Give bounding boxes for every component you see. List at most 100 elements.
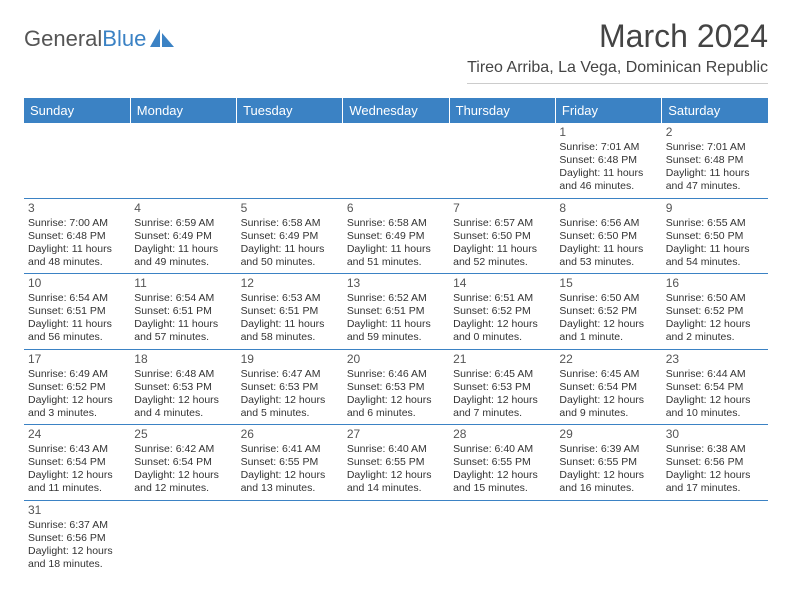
day-number: 14 [453, 276, 551, 291]
day-number: 29 [559, 427, 657, 442]
calendar-cell: 18Sunrise: 6:48 AMSunset: 6:53 PMDayligh… [130, 349, 236, 425]
sunset-line: Sunset: 6:49 PM [134, 230, 232, 243]
day-number: 27 [347, 427, 445, 442]
sunrise-line: Sunrise: 6:52 AM [347, 292, 445, 305]
daylight-line: Daylight: 12 hours and 4 minutes. [134, 394, 232, 420]
sunset-line: Sunset: 6:49 PM [347, 230, 445, 243]
sunrise-line: Sunrise: 7:01 AM [666, 141, 764, 154]
calendar-week-row: 31Sunrise: 6:37 AMSunset: 6:56 PMDayligh… [24, 500, 768, 575]
day-header: Friday [555, 98, 661, 123]
sunset-line: Sunset: 6:55 PM [347, 456, 445, 469]
day-number: 26 [241, 427, 339, 442]
day-header: Thursday [449, 98, 555, 123]
daylight-line: Daylight: 12 hours and 18 minutes. [28, 545, 126, 571]
day-number: 25 [134, 427, 232, 442]
calendar-cell: 23Sunrise: 6:44 AMSunset: 6:54 PMDayligh… [662, 349, 768, 425]
calendar-week-row: 24Sunrise: 6:43 AMSunset: 6:54 PMDayligh… [24, 425, 768, 501]
sunset-line: Sunset: 6:55 PM [241, 456, 339, 469]
day-number: 12 [241, 276, 339, 291]
day-number: 21 [453, 352, 551, 367]
sunset-line: Sunset: 6:51 PM [241, 305, 339, 318]
title-block: March 2024 Tireo Arriba, La Vega, Domini… [467, 18, 768, 84]
sunrise-line: Sunrise: 6:55 AM [666, 217, 764, 230]
calendar-cell [237, 123, 343, 198]
sunset-line: Sunset: 6:53 PM [134, 381, 232, 394]
month-title: March 2024 [467, 18, 768, 55]
daylight-line: Daylight: 11 hours and 48 minutes. [28, 243, 126, 269]
calendar-week-row: 3Sunrise: 7:00 AMSunset: 6:48 PMDaylight… [24, 198, 768, 274]
daylight-line: Daylight: 12 hours and 12 minutes. [134, 469, 232, 495]
daylight-line: Daylight: 11 hours and 59 minutes. [347, 318, 445, 344]
day-header-row: Sunday Monday Tuesday Wednesday Thursday… [24, 98, 768, 123]
calendar-cell: 29Sunrise: 6:39 AMSunset: 6:55 PMDayligh… [555, 425, 661, 501]
sunrise-line: Sunrise: 6:37 AM [28, 519, 126, 532]
calendar-cell: 17Sunrise: 6:49 AMSunset: 6:52 PMDayligh… [24, 349, 130, 425]
sunset-line: Sunset: 6:52 PM [453, 305, 551, 318]
sunrise-line: Sunrise: 6:50 AM [559, 292, 657, 305]
calendar-cell [237, 500, 343, 575]
day-header: Saturday [662, 98, 768, 123]
sunrise-line: Sunrise: 6:46 AM [347, 368, 445, 381]
daylight-line: Daylight: 11 hours and 58 minutes. [241, 318, 339, 344]
calendar-week-row: 10Sunrise: 6:54 AMSunset: 6:51 PMDayligh… [24, 274, 768, 350]
daylight-line: Daylight: 12 hours and 6 minutes. [347, 394, 445, 420]
calendar-cell: 5Sunrise: 6:58 AMSunset: 6:49 PMDaylight… [237, 198, 343, 274]
day-number: 19 [241, 352, 339, 367]
day-number: 30 [666, 427, 764, 442]
calendar-table: Sunday Monday Tuesday Wednesday Thursday… [24, 98, 768, 575]
sunset-line: Sunset: 6:48 PM [559, 154, 657, 167]
daylight-line: Daylight: 12 hours and 9 minutes. [559, 394, 657, 420]
calendar-cell: 8Sunrise: 6:56 AMSunset: 6:50 PMDaylight… [555, 198, 661, 274]
logo-text-2: Blue [102, 26, 146, 52]
sunrise-line: Sunrise: 6:48 AM [134, 368, 232, 381]
sunset-line: Sunset: 6:51 PM [134, 305, 232, 318]
sunrise-line: Sunrise: 6:57 AM [453, 217, 551, 230]
day-number: 23 [666, 352, 764, 367]
day-number: 22 [559, 352, 657, 367]
sunset-line: Sunset: 6:54 PM [134, 456, 232, 469]
sunset-line: Sunset: 6:51 PM [28, 305, 126, 318]
sunset-line: Sunset: 6:50 PM [666, 230, 764, 243]
sunset-line: Sunset: 6:50 PM [453, 230, 551, 243]
daylight-line: Daylight: 11 hours and 47 minutes. [666, 167, 764, 193]
calendar-cell [555, 500, 661, 575]
sunrise-line: Sunrise: 6:58 AM [241, 217, 339, 230]
calendar-cell: 15Sunrise: 6:50 AMSunset: 6:52 PMDayligh… [555, 274, 661, 350]
sunrise-line: Sunrise: 6:45 AM [453, 368, 551, 381]
day-header: Monday [130, 98, 236, 123]
sunrise-line: Sunrise: 6:39 AM [559, 443, 657, 456]
sunrise-line: Sunrise: 7:00 AM [28, 217, 126, 230]
sunset-line: Sunset: 6:52 PM [28, 381, 126, 394]
sunset-line: Sunset: 6:52 PM [666, 305, 764, 318]
daylight-line: Daylight: 12 hours and 17 minutes. [666, 469, 764, 495]
day-number: 6 [347, 201, 445, 216]
daylight-line: Daylight: 12 hours and 2 minutes. [666, 318, 764, 344]
calendar-cell: 7Sunrise: 6:57 AMSunset: 6:50 PMDaylight… [449, 198, 555, 274]
calendar-cell: 12Sunrise: 6:53 AMSunset: 6:51 PMDayligh… [237, 274, 343, 350]
calendar-cell: 30Sunrise: 6:38 AMSunset: 6:56 PMDayligh… [662, 425, 768, 501]
sunrise-line: Sunrise: 6:47 AM [241, 368, 339, 381]
calendar-cell: 19Sunrise: 6:47 AMSunset: 6:53 PMDayligh… [237, 349, 343, 425]
sunrise-line: Sunrise: 6:45 AM [559, 368, 657, 381]
daylight-line: Daylight: 11 hours and 56 minutes. [28, 318, 126, 344]
daylight-line: Daylight: 12 hours and 16 minutes. [559, 469, 657, 495]
day-number: 10 [28, 276, 126, 291]
calendar-cell: 2Sunrise: 7:01 AMSunset: 6:48 PMDaylight… [662, 123, 768, 198]
calendar-cell: 16Sunrise: 6:50 AMSunset: 6:52 PMDayligh… [662, 274, 768, 350]
location: Tireo Arriba, La Vega, Dominican Republi… [467, 59, 768, 84]
logo-text-1: General [24, 26, 102, 52]
daylight-line: Daylight: 11 hours and 49 minutes. [134, 243, 232, 269]
calendar-cell: 1Sunrise: 7:01 AMSunset: 6:48 PMDaylight… [555, 123, 661, 198]
logo: GeneralBlue [24, 26, 176, 52]
daylight-line: Daylight: 12 hours and 3 minutes. [28, 394, 126, 420]
sunrise-line: Sunrise: 6:54 AM [134, 292, 232, 305]
sunset-line: Sunset: 6:54 PM [559, 381, 657, 394]
calendar-week-row: 17Sunrise: 6:49 AMSunset: 6:52 PMDayligh… [24, 349, 768, 425]
daylight-line: Daylight: 12 hours and 5 minutes. [241, 394, 339, 420]
sunrise-line: Sunrise: 6:43 AM [28, 443, 126, 456]
day-number: 4 [134, 201, 232, 216]
logo-sail-icon [150, 29, 176, 49]
sunset-line: Sunset: 6:53 PM [347, 381, 445, 394]
sunrise-line: Sunrise: 6:58 AM [347, 217, 445, 230]
calendar-cell [130, 500, 236, 575]
